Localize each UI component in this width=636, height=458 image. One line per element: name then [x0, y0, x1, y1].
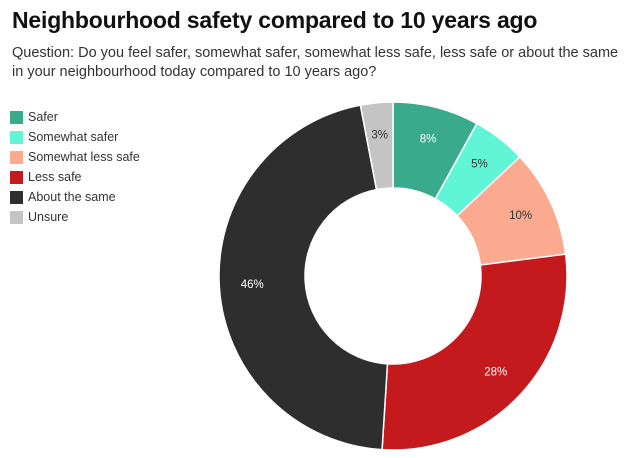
- chart-subtitle: Question: Do you feel safer, somewhat sa…: [12, 45, 619, 80]
- legend-item-somewhat-safer: Somewhat safer: [10, 127, 140, 147]
- legend-item-somewhat-less-safe: Somewhat less safe: [10, 147, 140, 167]
- slice-label-somewhat-safer: 5%: [471, 159, 488, 171]
- legend-swatch-unsure: [10, 210, 23, 224]
- legend-item-less-safe: Less safe: [10, 167, 140, 187]
- slice-about-the-same: [218, 104, 389, 451]
- slice-label-less-safe: 28%: [484, 367, 507, 379]
- legend-swatch-somewhat-safer: [10, 130, 23, 144]
- slice-label-about-the-same: 46%: [241, 279, 264, 291]
- legend-swatch-less-safe: [10, 170, 23, 184]
- legend-label-about-the-same: About the same: [28, 190, 116, 204]
- legend-item-safer: Safer: [10, 107, 140, 127]
- legend-item-about-the-same: About the same: [10, 187, 140, 207]
- legend-label-somewhat-less-safe: Somewhat less safe: [28, 150, 140, 164]
- chart-title: Neighbourhood safety compared to 10 year…: [12, 7, 538, 33]
- legend-label-somewhat-safer: Somewhat safer: [28, 130, 119, 144]
- slice-unsure: [359, 101, 394, 191]
- slice-label-somewhat-less-safe: 10%: [509, 210, 532, 222]
- legend: Safer Somewhat safer Somewhat less safe …: [10, 107, 140, 227]
- legend-label-less-safe: Less safe: [28, 170, 82, 184]
- legend-swatch-about-the-same: [10, 190, 23, 204]
- legend-swatch-safer: [10, 110, 23, 124]
- legend-item-unsure: Unsure: [10, 207, 140, 227]
- legend-swatch-somewhat-less-safe: [10, 150, 23, 164]
- slice-label-safer: 8%: [420, 133, 437, 145]
- slice-label-unsure: 3%: [371, 130, 388, 142]
- legend-label-safer: Safer: [28, 110, 58, 124]
- slice-less-safe: [381, 253, 568, 451]
- legend-label-unsure: Unsure: [28, 210, 69, 224]
